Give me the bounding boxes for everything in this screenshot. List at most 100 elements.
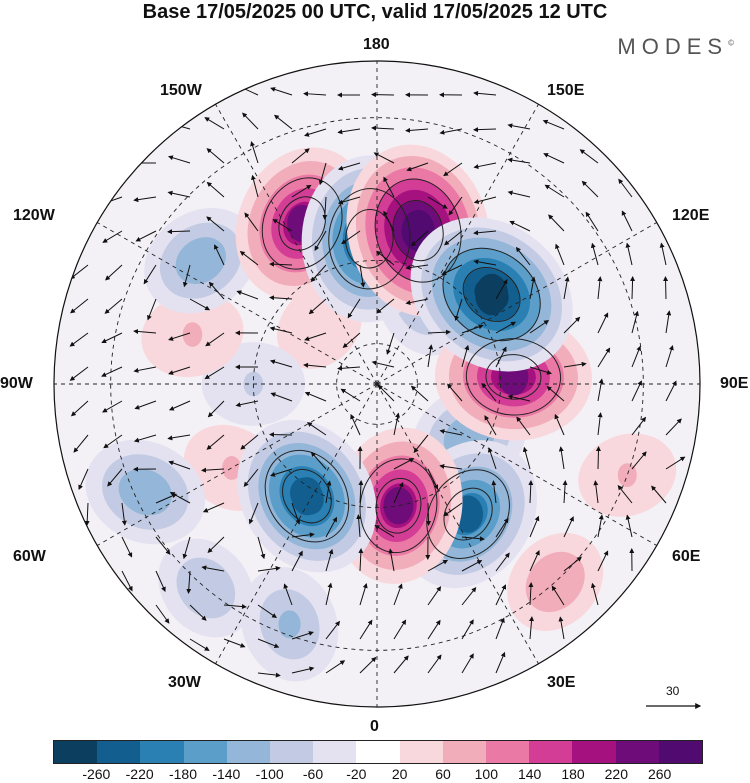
- wind-arrow: [204, 366, 225, 380]
- wind-arrow: [663, 276, 669, 300]
- wind-arrow: [340, 388, 361, 402]
- wind-arrow: [491, 480, 497, 504]
- wind-arrow: [84, 502, 90, 526]
- wind-arrow: [473, 196, 497, 204]
- colorbar-tick-label: -60: [302, 766, 324, 782]
- wind-arrow: [206, 148, 225, 164]
- wind-arrow: [202, 502, 225, 513]
- wind-arrow: [448, 196, 463, 216]
- meridian-line: [91, 383, 378, 549]
- wind-arrow: [427, 329, 451, 335]
- wind-arrow: [104, 298, 123, 314]
- wind-arrow: [304, 332, 327, 341]
- wind-arrow: [375, 250, 395, 266]
- colorbar-tick-label: -260: [82, 766, 111, 782]
- wind-arrow: [555, 243, 565, 266]
- colorbar-tick-label: 140: [517, 766, 542, 782]
- wind-arrow: [529, 276, 536, 300]
- height-contour: [392, 200, 444, 262]
- wind-arrow: [507, 190, 531, 198]
- anomaly-center: [85, 439, 206, 545]
- wind-arrow: [291, 502, 301, 525]
- wind-arrow: [291, 666, 315, 674]
- wind-arrow: [405, 127, 429, 133]
- wind-arrow: [495, 321, 517, 334]
- wind-arrow: [359, 619, 373, 640]
- wind-arrow: [597, 276, 603, 300]
- wind-arrow: [269, 261, 293, 267]
- wind-arrow: [134, 400, 157, 410]
- wind-arrow: [563, 556, 582, 572]
- wind-arrow: [133, 196, 157, 203]
- wind-arrow: [631, 451, 647, 470]
- colorbar-tick-label: 180: [561, 766, 585, 782]
- wind-arrow: [155, 604, 170, 624]
- wind-arrow: [461, 344, 470, 368]
- wind-arrow: [461, 536, 485, 542]
- wind-arrow: [121, 536, 133, 558]
- wind-arrow: [101, 332, 123, 344]
- wind-arrow: [405, 298, 429, 305]
- wind-arrow: [558, 446, 565, 470]
- meridian-line: [376, 98, 542, 385]
- label-60e: 60E: [672, 548, 701, 565]
- wind-arrow: [406, 162, 429, 172]
- wind-arrow: [405, 264, 429, 271]
- wind-arrow: [563, 516, 574, 538]
- height-contour: [442, 247, 541, 342]
- wind-arrow: [507, 157, 531, 164]
- anomaly-center: [141, 291, 244, 378]
- wind-arrow: [393, 412, 401, 436]
- wind-arrow: [427, 468, 439, 490]
- wind-arrow: [337, 128, 361, 135]
- wind-arrow: [393, 655, 409, 674]
- modes-logo: MODES©: [617, 34, 734, 59]
- wind-arrow: [251, 174, 259, 198]
- wind-arrow: [529, 320, 550, 334]
- wind-arrow: [542, 119, 565, 130]
- wind-arrow: [168, 332, 191, 341]
- wind-arrow: [167, 434, 191, 441]
- wind-arrow: [270, 87, 293, 96]
- wind-arrow: [189, 638, 210, 651]
- wind-arrow: [427, 654, 442, 674]
- wind-arrow: [443, 162, 463, 177]
- map-border: [53, 60, 701, 708]
- wind-arrow: [236, 290, 259, 300]
- height-contour: [374, 178, 462, 283]
- wind-arrow: [325, 660, 346, 674]
- wind-arrow: [597, 550, 609, 572]
- wind-arrow: [625, 514, 633, 538]
- wind-arrow: [659, 242, 667, 266]
- wind-arrow: [121, 570, 133, 592]
- wind-arrow: [543, 153, 565, 164]
- wind-arrow: [410, 385, 429, 402]
- wind-arrow: [631, 416, 647, 436]
- colorbar-swatch: [356, 741, 400, 763]
- wind-arrow: [182, 536, 191, 560]
- meridian-line: [91, 219, 378, 385]
- height-contour: [264, 449, 350, 543]
- colorbar-swatch: [97, 741, 141, 763]
- wind-arrow: [291, 148, 310, 164]
- colorbar-tick-label: -100: [255, 766, 284, 782]
- wind-arrow: [373, 152, 395, 164]
- wind-arrow: [270, 468, 293, 477]
- wind-arrow: [214, 244, 225, 266]
- label-90w: 90W: [0, 375, 33, 392]
- anomaly-center: [240, 567, 339, 682]
- wind-arrow: [443, 502, 463, 517]
- wind-arrow: [273, 114, 293, 130]
- wind-arrow: [484, 415, 497, 436]
- height-contour: [278, 196, 326, 251]
- wind-arrow: [427, 344, 434, 368]
- wind-arrow: [516, 416, 531, 436]
- wind-arrow: [593, 480, 599, 504]
- colorbar-swatch: [442, 741, 487, 763]
- wind-arrow: [359, 656, 377, 674]
- colorbar-tick-label: 260: [647, 766, 672, 782]
- wind-arrow: [325, 582, 333, 606]
- label-120w: 120W: [13, 207, 55, 224]
- wind-arrow: [563, 316, 581, 334]
- wind-arrow: [461, 324, 484, 334]
